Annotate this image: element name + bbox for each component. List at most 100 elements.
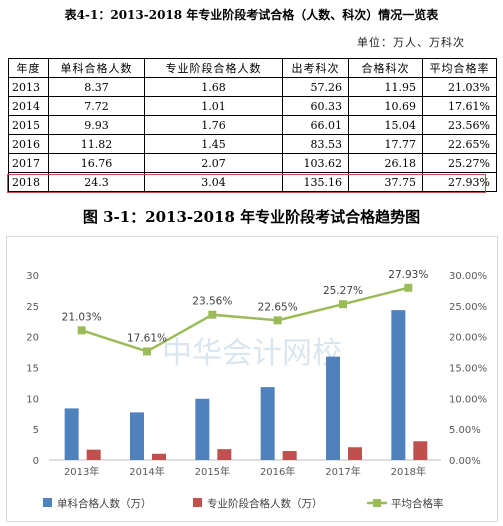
cell-single-pass: 16.76 bbox=[48, 153, 145, 173]
cell-attempts: 57.26 bbox=[282, 77, 349, 97]
x-tick-label: 2015年 bbox=[195, 465, 230, 478]
cell-stage-pass: 1.68 bbox=[144, 77, 283, 97]
legend-label: 单科合格人数（万） bbox=[57, 497, 152, 510]
data-label: 23.56% bbox=[192, 296, 232, 308]
left-tick-label: 10 bbox=[26, 394, 39, 405]
cell-passed-subjects: 10.69 bbox=[348, 96, 423, 116]
left-tick-label: 15 bbox=[26, 364, 39, 375]
bar-single-pass bbox=[195, 398, 210, 460]
cell-single-pass: 8.37 bbox=[48, 77, 145, 97]
line-marker bbox=[208, 310, 217, 319]
line-marker bbox=[273, 316, 282, 325]
cell-stage-pass: 1.45 bbox=[144, 134, 283, 154]
x-tick-label: 2018年 bbox=[391, 465, 426, 478]
line-avg-rate bbox=[81, 286, 409, 353]
table-row: 2015 9.93 1.76 66.01 15.04 23.56% bbox=[8, 115, 497, 135]
table-unit: 单位：万人、万科次 bbox=[357, 36, 465, 49]
data-label: 21.03% bbox=[62, 311, 102, 323]
legend-marker bbox=[373, 499, 381, 507]
header-year: 年度 bbox=[8, 58, 49, 78]
bar-stage-pass bbox=[413, 441, 428, 460]
cell-stage-pass: 2.07 bbox=[144, 153, 283, 173]
cell-attempts: 66.01 bbox=[282, 115, 349, 135]
cell-attempts: 103.62 bbox=[282, 153, 349, 173]
x-tick-label: 2017年 bbox=[325, 465, 360, 478]
cell-avg-rate: 17.61% bbox=[422, 96, 497, 116]
cell-attempts: 60.33 bbox=[282, 96, 349, 116]
table-row: 2013 8.37 1.68 57.26 11.95 21.03% bbox=[8, 77, 497, 97]
left-tick-label: 20 bbox=[26, 333, 39, 344]
x-tick-label: 2014年 bbox=[129, 465, 164, 478]
bar-single-pass bbox=[130, 412, 144, 460]
data-label: 22.65% bbox=[258, 301, 298, 313]
cell-passed-subjects: 37.75 bbox=[348, 172, 423, 192]
cell-avg-rate: 25.27% bbox=[422, 153, 497, 173]
header-single-pass: 单科合格人数 bbox=[48, 58, 145, 78]
cell-attempts: 135.16 bbox=[282, 172, 349, 192]
legend-swatch-bar1 bbox=[43, 498, 52, 507]
cell-avg-rate: 21.03% bbox=[422, 77, 497, 97]
header-avg-rate: 平均合格率 bbox=[422, 58, 497, 78]
bar-single-pass bbox=[260, 387, 275, 460]
cell-attempts: 83.53 bbox=[282, 134, 349, 154]
cell-single-pass: 11.82 bbox=[48, 134, 145, 154]
cell-passed-subjects: 17.77 bbox=[348, 134, 423, 154]
table-header-row: 年度 单科合格人数 专业阶段合格人数 出考科次 合格科次 平均合格率 bbox=[8, 58, 497, 78]
left-tick-label: 5 bbox=[33, 425, 39, 436]
chart-frame: 中华会计网校 0 5 10 15 20 25 30 0.00% 5.00% 10.00% 15.00… bbox=[6, 236, 498, 522]
line-marker bbox=[404, 283, 413, 292]
cell-avg-rate: 22.65% bbox=[422, 134, 497, 154]
right-tick-label: 15.00% bbox=[449, 364, 487, 375]
cell-single-pass: 7.72 bbox=[48, 96, 145, 116]
table-row: 2016 11.82 1.45 83.53 17.77 22.65% bbox=[8, 134, 497, 154]
x-tick-label: 2013年 bbox=[64, 465, 99, 478]
cell-year: 2017 bbox=[8, 153, 49, 173]
right-tick-label: 30.00% bbox=[449, 271, 487, 282]
right-tick-label: 5.00% bbox=[449, 425, 481, 436]
right-tick-label: 20.00% bbox=[449, 333, 487, 344]
right-tick-label: 10.00% bbox=[449, 394, 487, 405]
bar-stage-pass bbox=[282, 451, 297, 460]
table-title: 表4-1：2013-2018 年专业阶段考试合格（人数、科次）情况一览表 bbox=[64, 8, 439, 22]
header-passed-subjects: 合格科次 bbox=[348, 58, 423, 78]
cell-passed-subjects: 15.04 bbox=[348, 115, 423, 135]
left-tick-label: 0 bbox=[33, 456, 39, 467]
cell-stage-pass: 3.04 bbox=[144, 172, 283, 192]
header-attempts: 出考科次 bbox=[282, 58, 349, 78]
table-row: 2017 16.76 2.07 103.62 26.18 25.27% bbox=[8, 153, 497, 173]
cell-year: 2013 bbox=[8, 77, 49, 97]
bar-single-pass bbox=[326, 356, 340, 460]
line-marker bbox=[143, 347, 151, 356]
right-tick-label: 25.00% bbox=[449, 302, 487, 313]
cell-stage-pass: 1.76 bbox=[144, 115, 283, 135]
legend-label: 专业阶段合格人数（万） bbox=[207, 497, 323, 510]
cell-single-pass: 24.3 bbox=[48, 172, 145, 192]
cell-year: 2015 bbox=[8, 115, 49, 135]
left-tick-label: 25 bbox=[26, 302, 39, 313]
x-tick-label: 2016年 bbox=[260, 465, 295, 478]
bar-stage-pass bbox=[152, 453, 166, 460]
data-label: 27.93% bbox=[388, 269, 428, 281]
bar-single-pass bbox=[64, 408, 79, 460]
cell-year: 2016 bbox=[8, 134, 49, 154]
cell-passed-subjects: 11.95 bbox=[348, 77, 423, 97]
figure-title: 图 3-1：2013-2018 年专业阶段考试合格趋势图 bbox=[82, 208, 421, 226]
table-row: 2014 7.72 1.01 60.33 10.69 17.61% bbox=[8, 96, 497, 116]
legend-swatch-bar2 bbox=[193, 498, 202, 507]
line-marker bbox=[77, 326, 86, 335]
bar-stage-pass bbox=[348, 447, 362, 460]
bar-stage-pass bbox=[86, 449, 101, 460]
legend-label: 平均合格率 bbox=[391, 497, 444, 510]
cell-avg-rate: 27.93% bbox=[422, 172, 497, 192]
watermark-text: 中华会计网校 bbox=[162, 336, 342, 371]
left-tick-label: 30 bbox=[26, 271, 39, 282]
cell-avg-rate: 23.56% bbox=[422, 115, 497, 135]
right-tick-label: 0.00% bbox=[449, 456, 481, 467]
bar-single-pass bbox=[391, 310, 406, 460]
trend-chart: 中华会计网校 0 5 10 15 20 25 30 0.00% 5.00% 10.00% 15.00… bbox=[26, 269, 487, 510]
bar-stage-pass bbox=[217, 449, 232, 460]
header-stage-pass: 专业阶段合格人数 bbox=[144, 58, 283, 78]
data-label: 25.27% bbox=[323, 285, 363, 297]
cell-stage-pass: 1.01 bbox=[144, 96, 283, 116]
cell-year: 2014 bbox=[8, 96, 49, 116]
